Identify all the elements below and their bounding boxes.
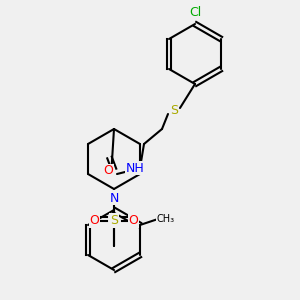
Text: NH: NH (126, 161, 144, 175)
Text: O: O (129, 214, 138, 227)
Text: CH₃: CH₃ (156, 214, 175, 224)
Text: Cl: Cl (189, 5, 201, 19)
Text: S: S (110, 214, 118, 227)
Text: O: O (103, 164, 113, 178)
Text: S: S (170, 104, 178, 118)
Text: N: N (109, 191, 119, 205)
Text: O: O (90, 214, 99, 227)
